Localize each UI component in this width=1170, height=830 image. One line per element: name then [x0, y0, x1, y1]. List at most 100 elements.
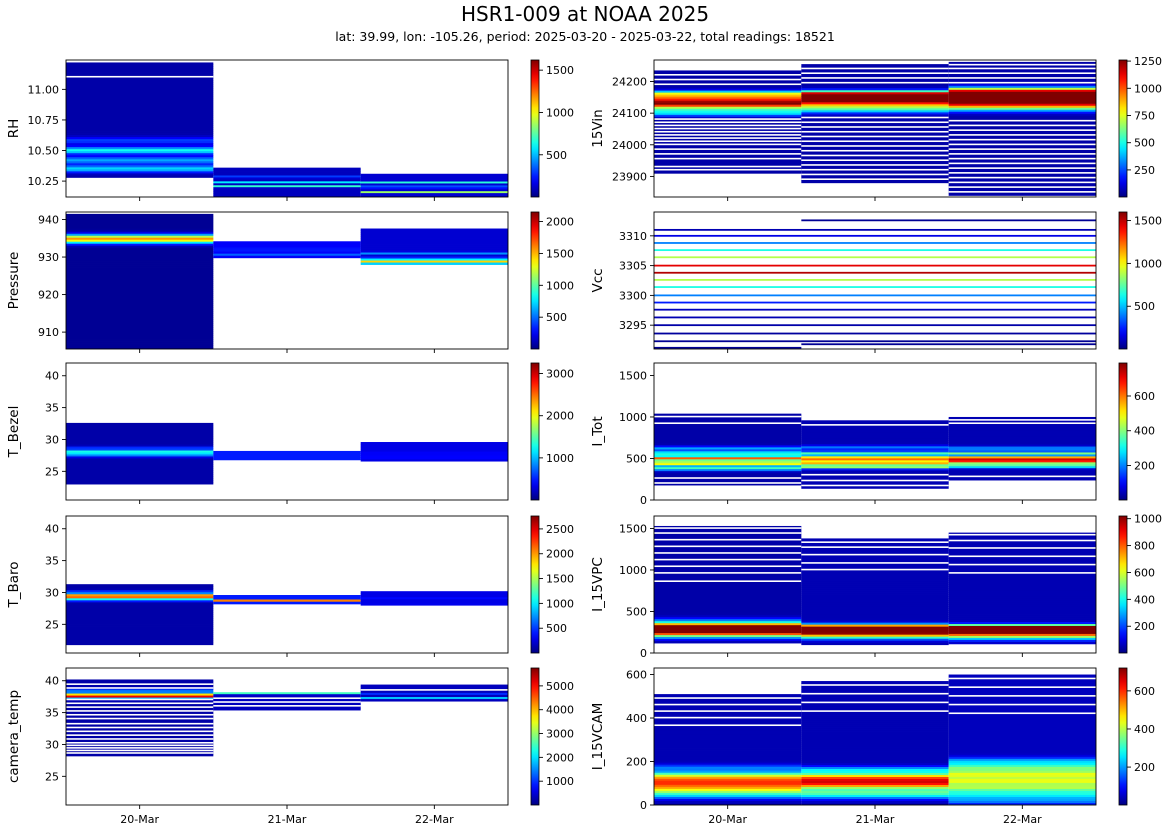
empty-bin [66, 717, 214, 720]
heat-cell [801, 538, 949, 541]
heat-cell [66, 719, 214, 723]
heat-cell [801, 582, 949, 585]
heat-cell [948, 458, 1096, 461]
heat-cell [801, 598, 949, 601]
heat-cell [66, 466, 214, 469]
heat-cell [360, 177, 508, 180]
heat-cell [654, 112, 802, 116]
heat-cell [801, 763, 949, 766]
heat-cell [801, 132, 949, 135]
heat-cell [801, 618, 949, 622]
heat-cell [66, 255, 214, 258]
heat-cell [213, 599, 361, 603]
heat-cell [801, 150, 949, 153]
heat-cell [948, 754, 1096, 758]
empty-bin [948, 63, 1096, 66]
heat-cell [66, 299, 214, 302]
empty-bin [654, 545, 802, 548]
heat-cell [801, 753, 949, 756]
heat-cell [801, 747, 949, 750]
y-tick-label: 25 [45, 770, 59, 783]
heat-cell [948, 610, 1096, 613]
heat-cell [948, 602, 1096, 605]
heat-cell [948, 770, 1096, 774]
heat-cell [948, 740, 1096, 744]
heat-cell [654, 760, 802, 764]
heat-cell [654, 171, 802, 174]
heat-cell [801, 118, 949, 121]
heat-cell [654, 633, 802, 636]
empty-bin [66, 747, 214, 749]
heat-cell [654, 151, 802, 154]
empty-bin [801, 568, 949, 571]
heat-cell [213, 187, 361, 190]
heat-cell [801, 624, 949, 628]
empty-bin [801, 546, 949, 548]
heat-cell [213, 243, 361, 246]
heat-cell [654, 427, 802, 430]
heat-cell [66, 70, 214, 73]
heat-cell [66, 424, 214, 428]
heat-cell [948, 141, 1096, 145]
heat-cell [801, 578, 949, 581]
heat-cell [801, 482, 949, 485]
heat-cell [801, 781, 949, 784]
empty-bin [801, 424, 949, 426]
heat-cell [66, 217, 214, 221]
heat-cell [801, 564, 949, 567]
heat-cell [66, 711, 214, 715]
heat-cell [360, 603, 508, 606]
heat-cell [654, 641, 802, 644]
colorbar-tick-label: 400 [1134, 723, 1155, 736]
heat-cell [66, 100, 214, 104]
heat-cell [801, 466, 949, 469]
heat-cell [66, 478, 214, 481]
empty-bin [948, 422, 1096, 425]
heat-cell [948, 576, 1096, 579]
empty-bin [948, 181, 1096, 184]
heat-cell [66, 231, 214, 235]
heat-cell [66, 703, 214, 707]
heat-cell [360, 692, 508, 696]
heat-cell [948, 462, 1096, 465]
heat-cell [654, 539, 802, 543]
heat-cell [213, 698, 361, 701]
heat-cell [948, 175, 1096, 178]
heat-cell [654, 553, 802, 557]
y-tick-label: 25 [45, 465, 59, 478]
heat-cell [948, 135, 1096, 139]
heat-cell [948, 163, 1096, 166]
y-tick-label: 35 [45, 402, 59, 415]
heat-cell [801, 128, 949, 131]
heat-cell [654, 88, 802, 92]
value-line [654, 332, 1096, 335]
empty-bin [801, 154, 949, 157]
heat-cell [801, 751, 949, 754]
heat-cell [654, 159, 802, 162]
heat-cell [66, 171, 214, 174]
heat-cell [66, 594, 214, 597]
heat-cell [66, 715, 214, 719]
heat-cell [801, 452, 949, 455]
y-tick-label: 500 [626, 452, 647, 465]
heat-cell [948, 85, 1096, 89]
heat-cell [801, 448, 949, 451]
heat-cell [654, 730, 802, 733]
value-line [654, 279, 1096, 281]
colorbar-tick-label: 200 [1134, 459, 1155, 472]
heat-cell [948, 788, 1096, 792]
heat-cell [654, 756, 802, 760]
empty-bin [213, 701, 361, 703]
heat-cell [948, 446, 1096, 449]
heat-cell [801, 705, 949, 708]
heat-cell [66, 84, 214, 88]
heat-cell [948, 159, 1096, 162]
heat-cell [66, 159, 214, 162]
heat-cell [66, 432, 214, 436]
heat-cell [654, 589, 802, 592]
heat-cell [66, 747, 214, 751]
heat-cell [948, 635, 1096, 639]
heat-cell [66, 151, 214, 154]
empty-bin [66, 698, 214, 701]
heat-cell [360, 232, 508, 235]
